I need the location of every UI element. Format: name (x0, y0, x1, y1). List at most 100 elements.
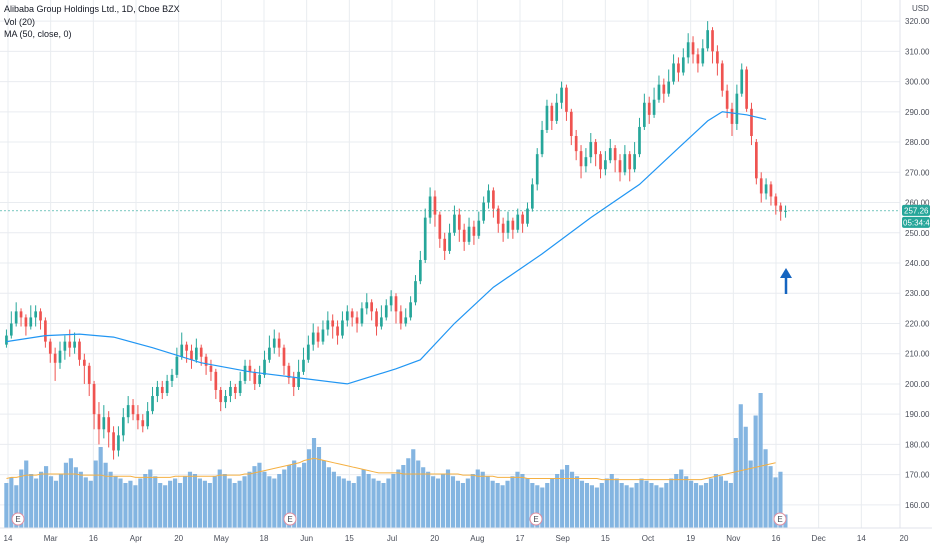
earnings-marker-2[interactable]: E (283, 512, 297, 526)
candle-body (272, 338, 276, 348)
volume-bar (599, 483, 604, 528)
volume-bar (247, 471, 252, 528)
volume-bar (579, 480, 585, 528)
candle-body (58, 350, 62, 363)
current-price-value: 257.26 (904, 206, 929, 215)
time-tick-label: May (214, 534, 229, 543)
time-axis[interactable]: 14 Mar 16 Apr 20 May 18 Jun 15 Jul 20 Aug 17 Sep 15 Oct… (4, 534, 909, 543)
volume-bar (336, 476, 341, 528)
volume-bar (346, 480, 351, 528)
candle-body (73, 341, 76, 348)
candle-body (404, 317, 408, 324)
price-scale[interactable]: 160.00 170.00 180.00 190.00 200.00 210.00 220.… (905, 17, 930, 510)
volume-bar (455, 480, 461, 528)
candle-body (594, 142, 597, 155)
candle-body (711, 30, 714, 52)
candle-body (102, 417, 106, 430)
candle-body (662, 84, 666, 94)
time-tick-label: 14 (4, 534, 13, 543)
volume-bar (460, 483, 465, 528)
candle-body (716, 51, 719, 64)
volume-bar (694, 483, 699, 528)
volume-bar (163, 485, 168, 528)
volume-bar (187, 471, 193, 528)
candle-body (535, 154, 539, 185)
candle-body (282, 347, 286, 366)
price-tick-label: 260.00 (905, 199, 930, 208)
current-price-tag: 257.26 05:34:43 (902, 204, 932, 228)
volume-bar (24, 460, 29, 528)
volume-bar (252, 466, 257, 528)
volume-bar (29, 474, 34, 528)
candle-body (321, 329, 325, 342)
candle-body (652, 99, 656, 115)
candle-body (589, 142, 593, 158)
earnings-marker-label: E (15, 515, 20, 524)
candle-body (151, 396, 154, 412)
earnings-marker-label: E (777, 515, 782, 524)
volume-bar (490, 480, 495, 528)
candle-body (759, 178, 763, 194)
earnings-marker-1[interactable]: E (11, 512, 25, 526)
candle-body (341, 320, 344, 336)
candle-body (78, 341, 81, 360)
volume-bar (574, 476, 580, 528)
legend-moving-average: MA (50, close, 0) (4, 29, 72, 39)
candle-body (672, 63, 675, 82)
candle-body (360, 308, 364, 324)
candle-body (462, 229, 466, 242)
candle-body (302, 359, 305, 372)
volume-bar (182, 476, 188, 528)
candle-body (784, 210, 787, 212)
volume-bar (272, 478, 277, 528)
volume-bar (525, 478, 530, 528)
candle-body (160, 386, 164, 394)
candle-body (667, 81, 671, 94)
volume-bar (416, 460, 421, 528)
earnings-marker-3[interactable]: E (529, 512, 543, 526)
volume-bar (277, 474, 282, 528)
price-scale-background (900, 0, 932, 528)
price-tick-label: 270.00 (905, 168, 930, 177)
candle-body (409, 302, 412, 318)
candle-body (643, 102, 646, 127)
candle-body (750, 108, 753, 137)
volume-bar (555, 474, 560, 528)
candle-body (292, 377, 296, 387)
candle-body (185, 344, 188, 351)
volume-bar (589, 485, 594, 528)
candle-body (87, 365, 91, 384)
volume-bar (624, 485, 629, 528)
volume-bar (302, 462, 307, 528)
volume-bar (659, 487, 664, 528)
volume-bar (68, 458, 73, 528)
candle-body (394, 296, 398, 312)
candle-body (316, 332, 320, 342)
candle-body (487, 190, 490, 203)
volume-bar (421, 467, 426, 528)
time-tick-label: Oct (642, 534, 655, 543)
candle-body (696, 54, 700, 64)
volume-bar (495, 483, 500, 528)
annotation-arrow (780, 268, 792, 294)
candle-body (243, 365, 247, 381)
legend-volume: Vol (20) (4, 17, 35, 27)
price-tick-label: 230.00 (905, 289, 930, 298)
earnings-marker-4[interactable]: E (773, 512, 787, 526)
price-tick-label: 240.00 (905, 259, 930, 268)
candle-body (297, 371, 300, 387)
candle-body (384, 305, 388, 318)
candle-body (63, 341, 67, 351)
candle-body (686, 42, 690, 58)
time-tick-label: Dec (812, 534, 826, 543)
volume-bar (311, 438, 317, 528)
volume-bar (267, 476, 272, 528)
volume-bar (401, 465, 406, 528)
volume-bar (222, 474, 227, 528)
volume-bar (391, 474, 396, 528)
candle-body (428, 196, 432, 218)
candle-body (214, 371, 218, 390)
